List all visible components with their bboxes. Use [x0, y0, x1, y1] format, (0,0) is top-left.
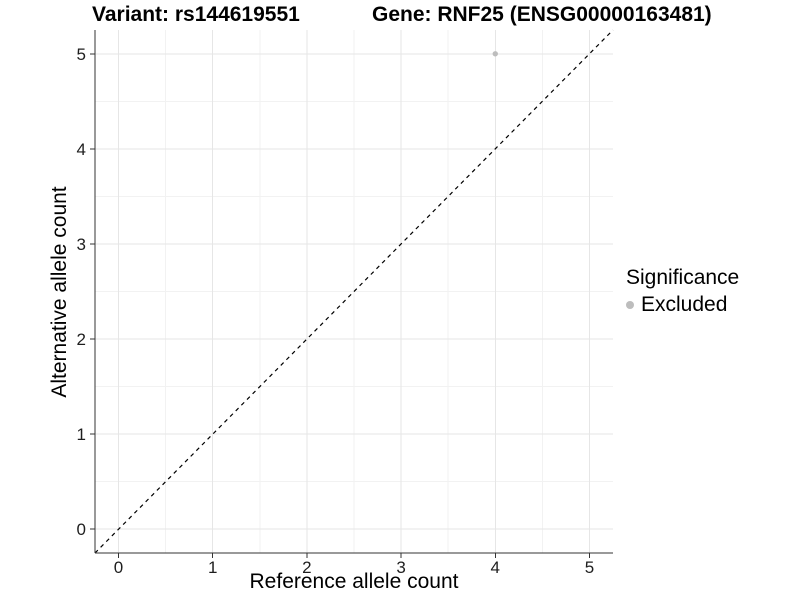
legend-title: Significance [626, 266, 740, 289]
identity-dashed-line [94, 29, 614, 554]
y-tick-label: 1 [77, 425, 86, 444]
x-tick-label: 5 [585, 558, 594, 577]
x-tick-label: 1 [208, 558, 217, 577]
x-tick-label: 4 [491, 558, 500, 577]
y-tick-label: 3 [77, 235, 86, 254]
variant-title: Variant: rs144619551 [92, 3, 300, 26]
y-tick-label: 5 [77, 45, 86, 64]
y-axis-title: Alternative allele count [48, 186, 71, 398]
legend-item-label: Excluded [641, 293, 728, 316]
x-tick-label: 2 [302, 558, 311, 577]
y-tick-label: 2 [77, 330, 86, 349]
gene-title: Gene: RNF25 (ENSG00000163481) [372, 3, 712, 26]
legend-item-excluded: Excluded [626, 293, 739, 317]
x-tick-label: 0 [114, 558, 123, 577]
x-tick-label: 3 [396, 558, 405, 577]
data-point-excluded [492, 51, 498, 57]
y-tick-label: 0 [77, 520, 86, 539]
y-tick-label: 4 [77, 140, 86, 159]
excluded-point-icon [626, 301, 634, 309]
x-axis-title: Reference allele count [249, 570, 459, 593]
legend: Significance Excluded [626, 266, 739, 317]
